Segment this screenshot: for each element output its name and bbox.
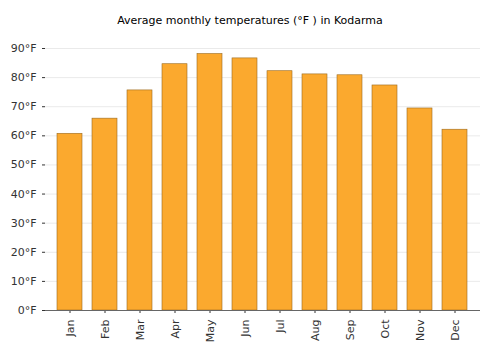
svg-text:80°F: 80°F [11, 71, 37, 84]
svg-text:Jun: Jun [239, 319, 252, 337]
svg-text:0°F: 0°F [18, 304, 37, 317]
svg-text:10°F: 10°F [11, 275, 37, 288]
svg-text:Dec: Dec [449, 320, 462, 341]
svg-text:Oct: Oct [379, 319, 392, 339]
svg-text:70°F: 70°F [11, 100, 37, 113]
svg-text:Feb: Feb [99, 319, 112, 338]
svg-text:20°F: 20°F [11, 246, 37, 259]
svg-text:Jul: Jul [274, 320, 287, 334]
svg-text:May: May [204, 319, 217, 342]
svg-text:90°F: 90°F [11, 42, 37, 55]
svg-text:60°F: 60°F [11, 129, 37, 142]
svg-text:Nov: Nov [414, 319, 427, 341]
svg-text:Sep: Sep [344, 319, 357, 340]
svg-text:Mar: Mar [134, 319, 147, 340]
html-text:Average monthly temperatures (: Average monthly temperatures (°F ) in Ko… [117, 14, 383, 27]
svg-text:Jan: Jan [64, 319, 77, 337]
svg-text:40°F: 40°F [11, 188, 37, 201]
svg-text:50°F: 50°F [11, 158, 37, 171]
svg-text:Apr: Apr [169, 319, 182, 339]
svg-text:Aug: Aug [309, 320, 322, 341]
svg-text:30°F: 30°F [11, 217, 37, 230]
